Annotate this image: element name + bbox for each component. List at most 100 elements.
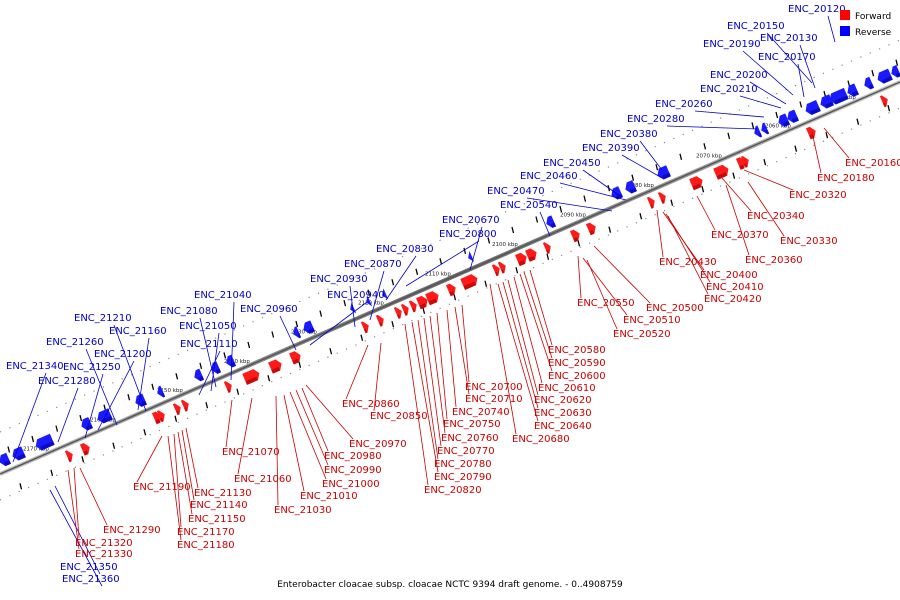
reverse-gene-label: ENC_21040 xyxy=(194,290,252,301)
leader-line xyxy=(373,342,382,412)
reverse-gene-label: ENC_21160 xyxy=(109,326,167,337)
reverse-guide-track xyxy=(0,39,900,433)
leader-line xyxy=(230,301,235,381)
track-tick xyxy=(199,362,203,370)
leader-line xyxy=(667,215,709,295)
reverse-gene xyxy=(847,83,859,97)
scale-tick-label: 2140 kbp xyxy=(224,359,250,365)
forward-gene xyxy=(156,410,165,423)
forward-gene-label: ENC_20510 xyxy=(623,315,681,326)
leader-line xyxy=(385,255,417,301)
leader-line xyxy=(429,315,446,434)
reverse-gene xyxy=(546,215,557,228)
forward-gene xyxy=(646,196,655,209)
forward-gene xyxy=(585,222,596,236)
leader-line xyxy=(54,485,101,575)
forward-gene-label: ENC_20750 xyxy=(443,419,501,430)
scale-tick-label: 2070 kbp xyxy=(696,153,722,159)
leader-line xyxy=(369,270,385,321)
forward-gene-label: ENC_20600 xyxy=(548,371,606,382)
scale-tick-label: 2120 kbp xyxy=(358,301,384,307)
leader-line xyxy=(84,373,104,439)
forward-gene-label: ENC_20990 xyxy=(324,465,382,476)
leader-line xyxy=(582,169,621,197)
forward-gene-label: ENC_20740 xyxy=(452,407,510,418)
forward-gene-label: ENC_21190 xyxy=(133,482,191,493)
track-tick xyxy=(775,111,779,119)
reverse-gene-label: ENC_20190 xyxy=(703,39,761,50)
scale-tick-label: 2100 kbp xyxy=(492,242,518,248)
forward-gene xyxy=(689,176,703,191)
forward-gene-label: ENC_20330 xyxy=(780,236,838,247)
leader-line xyxy=(49,489,103,587)
leader-line xyxy=(639,140,663,171)
forward-gene-label: ENC_21030 xyxy=(274,505,332,516)
leader-line xyxy=(519,273,553,372)
leader-line xyxy=(305,384,354,440)
forward-guide-track xyxy=(0,107,900,501)
forward-gene-label: ENC_21290 xyxy=(103,525,161,536)
leader-line xyxy=(289,391,327,480)
leader-line xyxy=(417,319,439,460)
scale-tick-label: 2130 kbp xyxy=(291,330,317,336)
forward-gene-label: ENC_21150 xyxy=(188,514,246,525)
track-tick xyxy=(367,289,371,296)
forward-gene-label: ENC_20610 xyxy=(538,383,596,394)
forward-gene-label: ENC_20680 xyxy=(512,434,570,445)
track-tick xyxy=(639,213,643,220)
leader-line xyxy=(436,312,448,420)
leader-line xyxy=(539,211,551,237)
reverse-gene-label: ENC_20130 xyxy=(760,33,818,44)
forward-gene-label: ENC_20860 xyxy=(342,399,400,410)
forward-gene-label: ENC_20340 xyxy=(747,211,805,222)
leader-line xyxy=(529,269,553,346)
leader-line xyxy=(137,337,150,411)
leader-line xyxy=(469,226,483,271)
legend-forward-label: Forward xyxy=(855,12,891,22)
track-tick xyxy=(127,394,131,401)
reverse-gene-label: ENC_21360 xyxy=(62,574,120,585)
reverse-gene xyxy=(157,385,166,398)
track-tick xyxy=(763,159,767,166)
leader-line xyxy=(742,50,794,96)
forward-gene-label: ENC_20360 xyxy=(745,255,803,266)
reverse-gene-label: ENC_20450 xyxy=(543,158,601,169)
track-tick xyxy=(511,226,515,234)
legend: Forward Reverse xyxy=(840,10,892,38)
reverse-gene xyxy=(468,250,475,262)
track-tick xyxy=(799,101,803,108)
leader-line xyxy=(721,177,752,212)
reverse-gene xyxy=(293,326,302,339)
reverse-gene-label: ENC_20930 xyxy=(310,274,368,285)
leader-line xyxy=(523,271,553,359)
reverse-gene-label: ENC_20390 xyxy=(582,143,640,154)
track-tick xyxy=(703,143,707,150)
forward-gene xyxy=(375,314,384,327)
track-tick xyxy=(19,483,23,490)
forward-gene-label: ENC_20370 xyxy=(711,230,769,241)
track-tick xyxy=(856,118,860,125)
track-tick xyxy=(329,348,333,355)
forward-gene-label: ENC_20770 xyxy=(437,446,495,457)
reverse-gene xyxy=(829,87,849,105)
forward-gene-label: ENC_20820 xyxy=(424,485,482,496)
forward-gene-label: ENC_21170 xyxy=(177,527,235,538)
forward-gene-label: ENC_20410 xyxy=(706,282,764,293)
leader-line xyxy=(739,95,782,109)
label-leaders xyxy=(12,15,850,587)
forward-gene-label: ENC_20180 xyxy=(817,173,875,184)
reverse-gene-label: ENC_21280 xyxy=(38,376,96,387)
track-tick xyxy=(895,59,899,66)
leader-line xyxy=(513,276,543,384)
reverse-gene xyxy=(787,109,799,123)
forward-gene xyxy=(657,192,666,204)
track-tick xyxy=(701,186,705,193)
leader-line xyxy=(136,435,163,483)
reverse-gene xyxy=(35,433,55,451)
forward-gene xyxy=(525,248,537,262)
forward-gene-label: ENC_21070 xyxy=(222,447,280,458)
reverse-gene xyxy=(761,122,770,135)
track-tick xyxy=(825,132,829,139)
leader-line xyxy=(507,279,539,396)
leader-line xyxy=(749,81,787,105)
